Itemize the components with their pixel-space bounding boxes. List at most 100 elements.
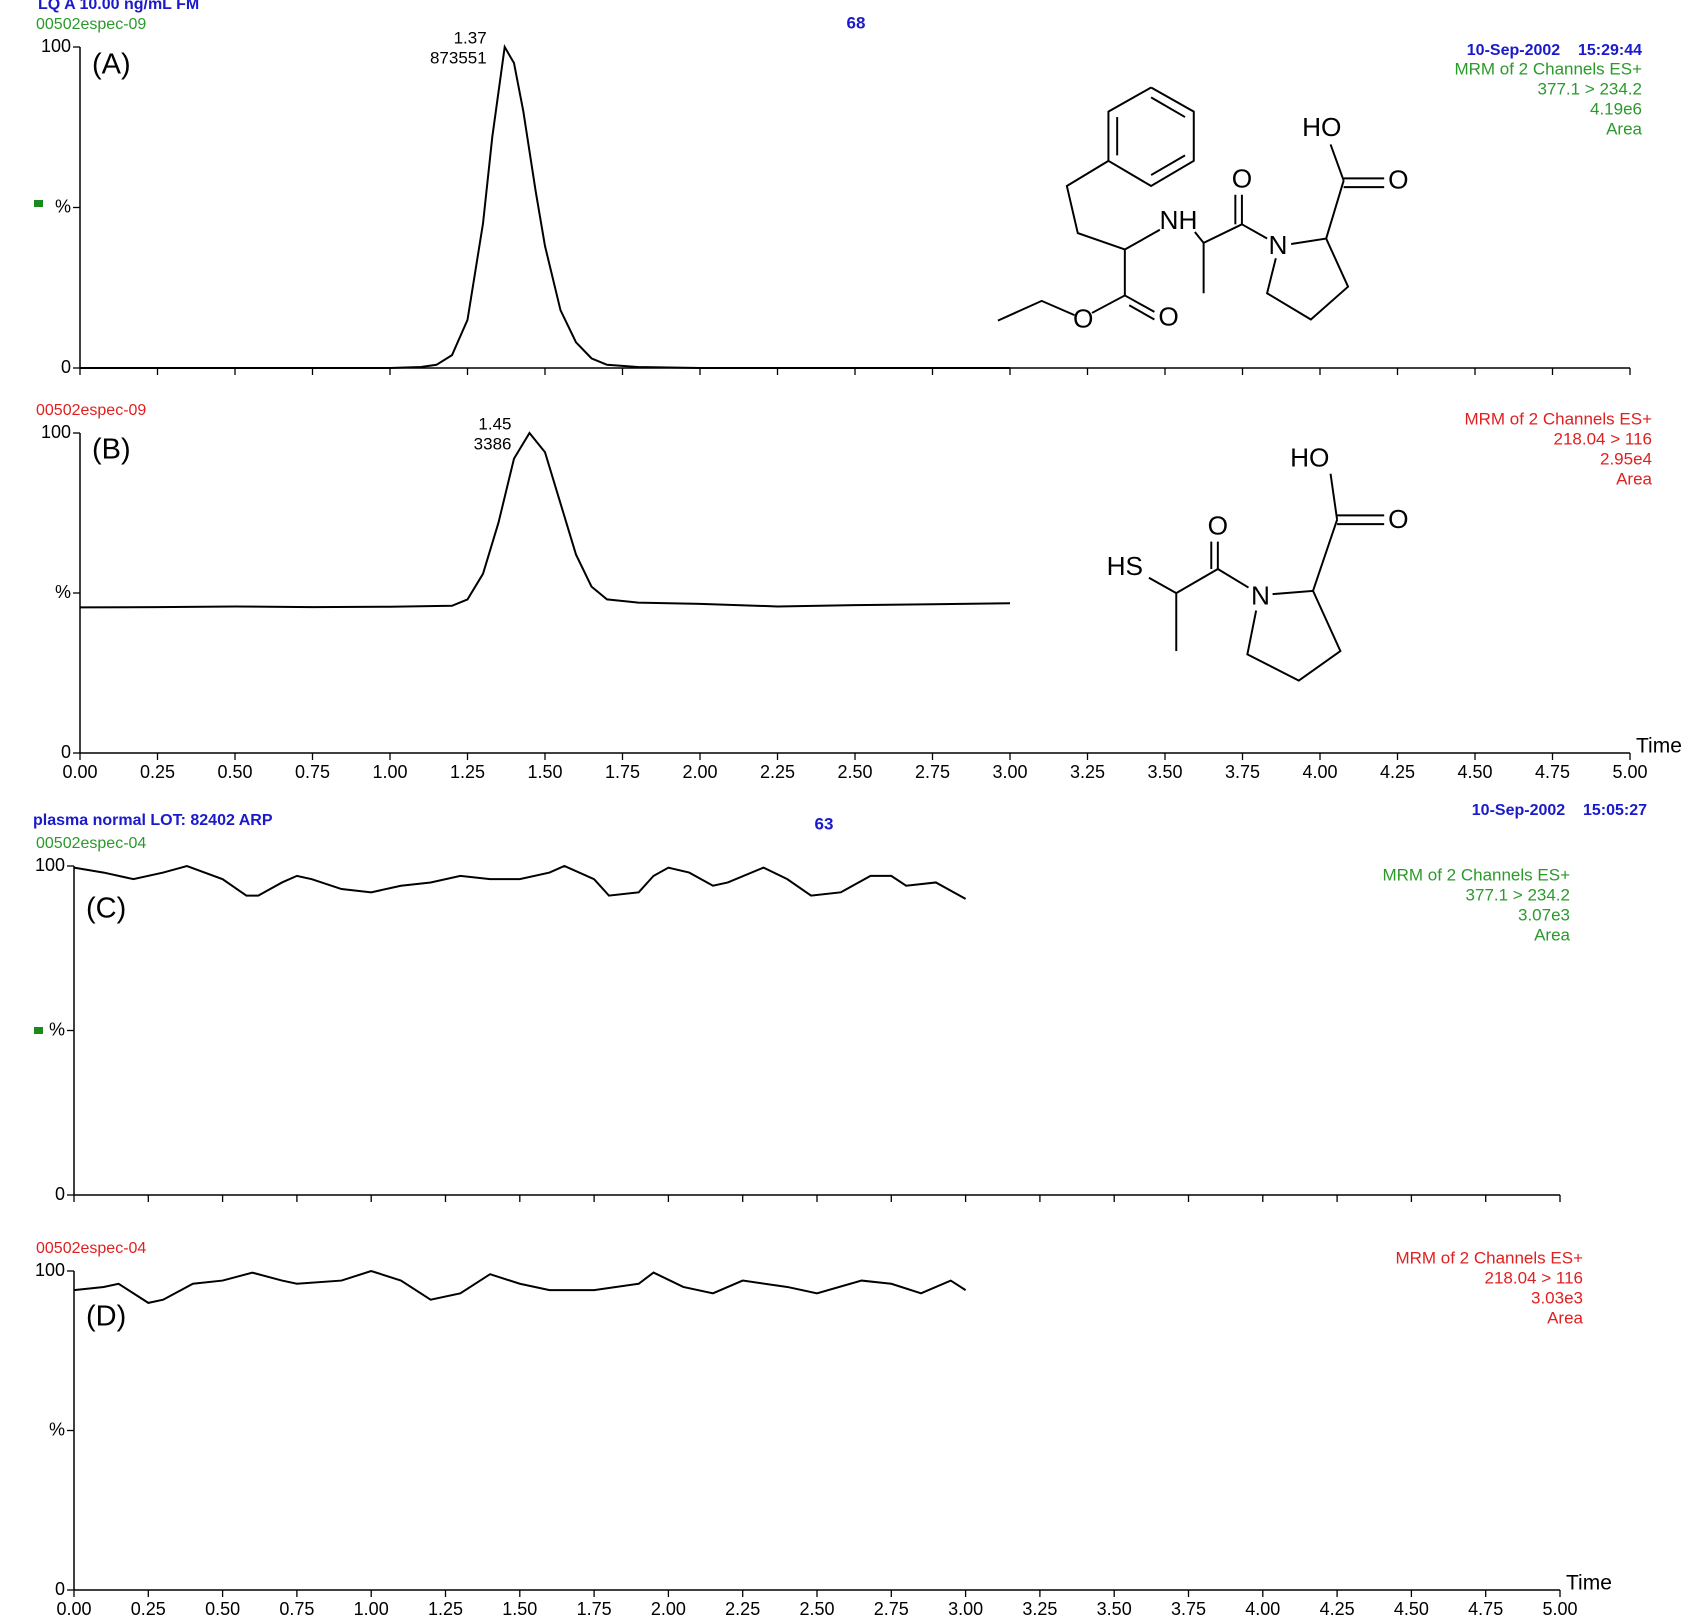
atom-label: HO: [1302, 112, 1341, 142]
x-tick-label: 3.75: [1225, 762, 1260, 782]
atom-label: O: [1073, 304, 1093, 334]
panel-label: (C): [86, 893, 126, 925]
y-tick-label: 0: [61, 742, 71, 762]
channel-info: Area: [1547, 1308, 1583, 1327]
x-tick-label: 1.25: [428, 1599, 463, 1619]
y-tick-label: %: [55, 582, 71, 602]
x-tick-label: 2.25: [760, 762, 795, 782]
scan-number: 63: [815, 814, 834, 833]
scan-number: 68: [847, 13, 866, 32]
channel-marker: [34, 1027, 43, 1034]
chromatogram-trace: [79, 431, 1011, 609]
x-tick-label: 5.00: [1612, 762, 1647, 782]
peak-area: 873551: [430, 48, 487, 67]
file-name: 00502espec-09: [36, 402, 146, 419]
x-tick-label: 3.50: [1147, 762, 1182, 782]
channel-info: 2.95e4: [1600, 449, 1652, 468]
peak-retention-time: 1.45: [478, 414, 511, 433]
y-tick-label: 100: [35, 855, 65, 875]
x-tick-label: 3.50: [1097, 1599, 1132, 1619]
y-tick-label: 0: [61, 357, 71, 377]
x-tick-label: 4.75: [1468, 1599, 1503, 1619]
atom-label: O: [1158, 301, 1178, 331]
channel-info: 3.03e3: [1531, 1288, 1583, 1307]
y-tick-label: 100: [41, 422, 71, 442]
x-tick-label: 4.75: [1535, 762, 1570, 782]
peak-area: 3386: [474, 434, 512, 453]
x-tick-label: 3.75: [1171, 1599, 1206, 1619]
x-tick-label: 5.00: [1542, 1599, 1577, 1619]
x-tick-label: 2.50: [799, 1599, 834, 1619]
y-tick-label: 100: [35, 1260, 65, 1280]
structure-captopril: HO O O HS N: [1107, 443, 1409, 682]
x-tick-label: 4.25: [1320, 1599, 1355, 1619]
atom-label: O: [1208, 510, 1228, 540]
x-tick-label: 1.50: [527, 762, 562, 782]
y-tick-label: 0: [55, 1579, 65, 1599]
file-name: 00502espec-09: [36, 16, 146, 33]
atom-label: N: [1269, 230, 1288, 260]
chromatogram-trace: [73, 864, 967, 900]
sample-name: plasma normal LOT: 82402 ARP: [33, 812, 273, 829]
channel-info: Area: [1616, 469, 1652, 488]
atom-label: O: [1232, 163, 1252, 193]
x-tick-label: 1.75: [577, 1599, 612, 1619]
x-tick-label: 3.25: [1070, 762, 1105, 782]
channel-info: 377.1 > 234.2: [1538, 79, 1642, 98]
chromatogram-trace: [80, 43, 1010, 369]
atom-label: O: [1388, 504, 1408, 534]
x-tick-label: 4.50: [1394, 1599, 1429, 1619]
chromatogram-trace: [73, 1269, 967, 1304]
x-tick-label: 0.25: [140, 762, 175, 782]
panel-label: (D): [86, 1301, 126, 1333]
x-tick-label: 1.50: [502, 1599, 537, 1619]
atom-label: HS: [1107, 551, 1143, 581]
atom-label: N: [1251, 580, 1270, 610]
x-tick-label: 2.50: [837, 762, 872, 782]
x-tick-label: 3.25: [1022, 1599, 1057, 1619]
channel-info: MRM of 2 Channels ES+: [1454, 59, 1642, 78]
atom-label: NH: [1159, 205, 1197, 235]
channel-info: 4.19e6: [1590, 99, 1642, 118]
channel-info: 3.07e3: [1518, 905, 1570, 924]
x-axis-label: Time: [1636, 735, 1682, 758]
channel-info: 377.1 > 234.2: [1466, 885, 1570, 904]
x-tick-label: 0.25: [131, 1599, 166, 1619]
x-tick-label: 0.75: [279, 1599, 314, 1619]
file-name: 00502espec-04: [36, 1240, 146, 1257]
atom-label: HO: [1290, 443, 1329, 473]
x-tick-label: 4.25: [1380, 762, 1415, 782]
channel-marker: [34, 200, 43, 207]
x-tick-label: 0.50: [217, 762, 252, 782]
channel-info: MRM of 2 Channels ES+: [1395, 1248, 1583, 1267]
channel-info: Area: [1534, 925, 1570, 944]
sample-name: LQ A 10.00 ng/mL FM: [38, 0, 199, 13]
x-tick-label: 0.50: [205, 1599, 240, 1619]
y-tick-label: %: [55, 196, 71, 216]
x-tick-label: 1.25: [450, 762, 485, 782]
atom-label: O: [1388, 165, 1408, 195]
x-tick-label: 1.00: [372, 762, 407, 782]
channel-info: MRM of 2 Channels ES+: [1464, 409, 1652, 428]
x-axis-label: Time: [1566, 1572, 1612, 1595]
y-tick-label: 100: [41, 36, 71, 56]
x-tick-label: 3.00: [992, 762, 1027, 782]
channel-info: 218.04 > 116: [1554, 429, 1652, 448]
x-tick-label: 2.75: [915, 762, 950, 782]
acquisition-date: 10-Sep-2002 15:29:44: [1467, 42, 1642, 59]
channel-info: 218.04 > 116: [1485, 1268, 1583, 1287]
panel-label: (A): [92, 49, 131, 81]
x-tick-label: 4.00: [1302, 762, 1337, 782]
y-tick-label: %: [49, 1419, 65, 1439]
x-tick-label: 0.00: [56, 1599, 91, 1619]
peak-retention-time: 1.37: [454, 28, 487, 47]
file-name: 00502espec-04: [36, 835, 146, 852]
structure-enalapril: HO O O NH N O O: [997, 86, 1409, 334]
x-tick-label: 4.00: [1245, 1599, 1280, 1619]
x-tick-label: 0.00: [62, 762, 97, 782]
channel-info: Area: [1606, 119, 1642, 138]
y-tick-label: 0: [55, 1184, 65, 1204]
y-tick-label: %: [49, 1019, 65, 1039]
x-tick-label: 3.00: [948, 1599, 983, 1619]
